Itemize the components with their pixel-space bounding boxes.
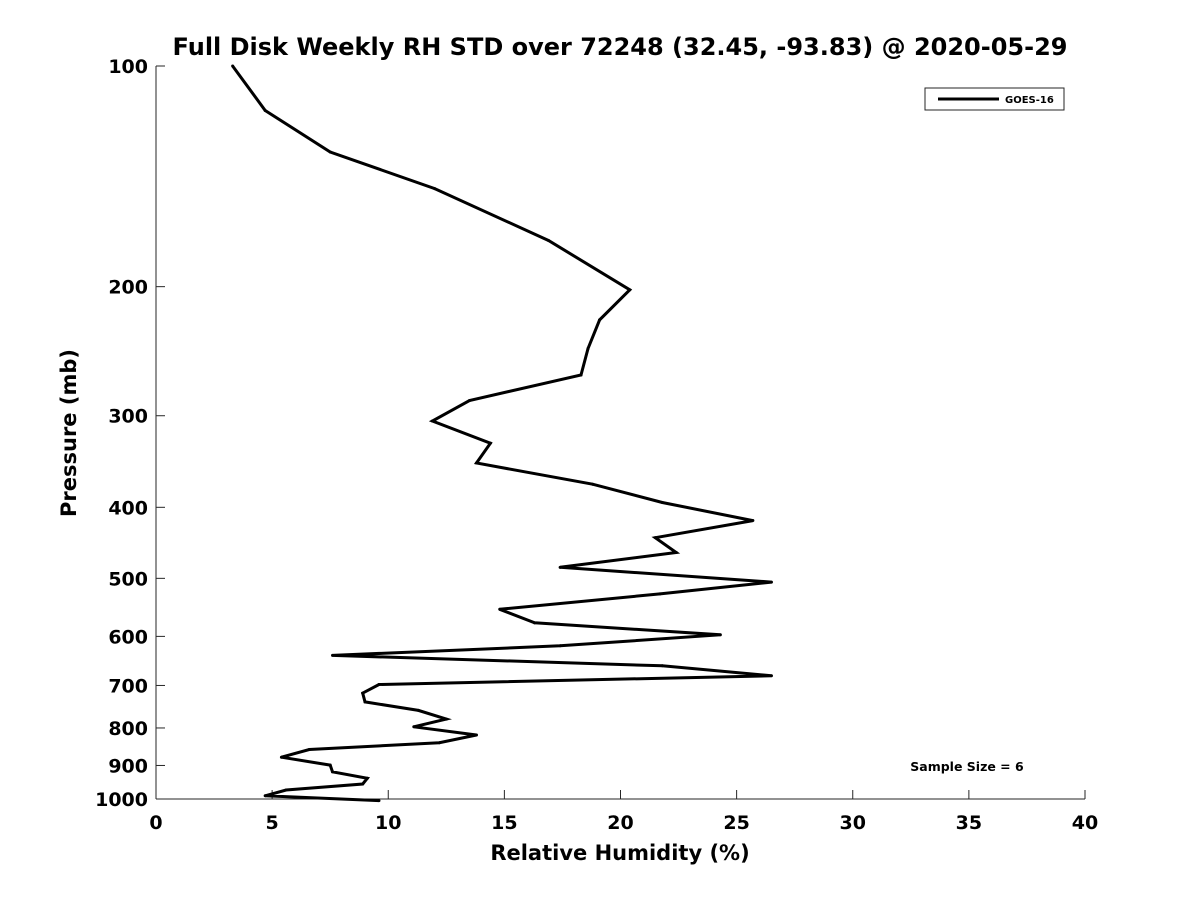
y-tick-label: 600 [108,626,148,648]
data-point [498,607,502,611]
legend: GOES-16 [924,87,1065,111]
y-tick-label: 1000 [95,789,148,811]
data-point [331,770,335,774]
data-point [718,633,722,637]
data-point [361,782,365,786]
chart-title: Full Disk Weekly RH STD over 72248 (32.4… [173,33,1068,61]
x-tick-label: 10 [375,812,401,834]
data-point [328,763,332,767]
data-point [416,708,420,712]
data-point [660,664,664,668]
data-point [533,621,537,625]
data-point [377,799,381,803]
data-point [586,347,590,351]
y-ticks: 100 200 300 400 500 600 700 800 900 1000 [95,56,165,811]
x-ticks: 0 5 10 15 20 25 30 35 40 [149,790,1098,834]
data-point [547,238,551,242]
data-point [579,373,583,377]
data-point [307,748,311,752]
data-point [751,519,755,523]
data-point [591,482,595,486]
y-axis-label: Pressure (mb) [57,349,81,517]
data-point [430,419,434,423]
legend-label: GOES-16 [1005,95,1054,106]
data-point [263,794,267,798]
data-point [475,461,479,465]
y-tick-label: 200 [108,277,148,299]
data-point [653,536,657,540]
x-tick-label: 5 [266,812,279,834]
data-point [660,500,664,504]
data-point [598,318,602,322]
data-point [263,108,267,112]
series-layer [231,64,773,803]
data-point [284,788,288,792]
y-tick-label: 500 [108,568,148,590]
x-tick-label: 20 [607,812,633,834]
x-tick-label: 15 [491,812,517,834]
x-tick-label: 40 [1072,812,1098,834]
x-axis-label: Relative Humidity (%) [490,841,749,865]
data-point [412,725,416,729]
data-point [769,580,773,584]
data-point [769,674,773,678]
x-tick-label: 35 [956,812,982,834]
data-point [365,776,369,780]
y-tick-label: 900 [108,755,148,777]
data-point [331,653,335,657]
data-point [328,150,332,154]
data-point [361,691,365,695]
data-point [488,441,492,445]
y-tick-label: 700 [108,675,148,697]
data-point [658,592,662,596]
data-point [437,741,441,745]
sample-size-annotation: Sample Size = 6 [910,759,1024,774]
data-point [558,644,562,648]
y-tick-label: 100 [108,56,148,78]
y-tick-label: 800 [108,718,148,740]
data-point [279,755,283,759]
x-tick-label: 25 [723,812,749,834]
data-point [363,700,367,704]
data-point [468,399,472,403]
data-point [433,187,437,191]
data-point [558,565,562,569]
data-point [231,64,235,68]
y-tick-label: 300 [108,406,148,428]
series-line-0 [231,65,772,803]
x-tick-label: 30 [840,812,866,834]
y-tick-label: 400 [108,497,148,519]
data-point [444,717,448,721]
data-point [377,683,381,687]
data-point [674,550,678,554]
data-point [628,288,632,292]
x-tick-label: 0 [149,812,162,834]
data-point [475,733,479,737]
